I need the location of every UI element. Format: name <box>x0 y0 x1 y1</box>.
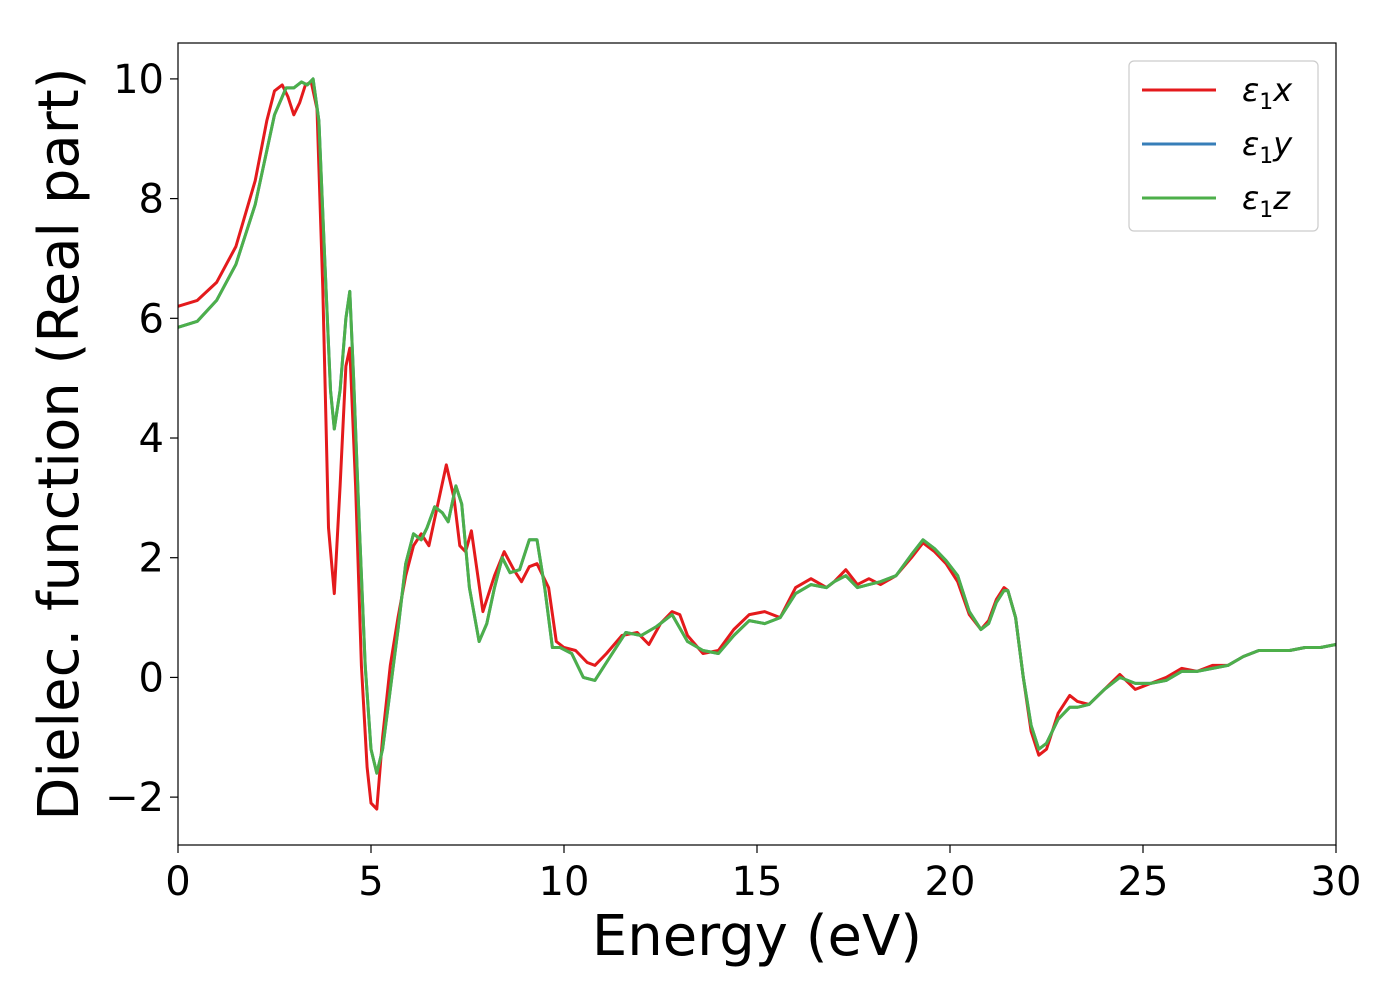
series-layer <box>178 77 1336 811</box>
x-axis-label: Energy (eV) <box>592 904 922 969</box>
y-tick-label: 2 <box>139 536 164 582</box>
legend: ε1x ε1y ε1z <box>1128 60 1319 232</box>
y-tick-label: 10 <box>113 57 164 103</box>
x-tick-label: 5 <box>358 859 383 905</box>
y-tick-label: 8 <box>139 177 164 223</box>
y-axis-label: Dielec. function (Real part) <box>27 67 92 820</box>
y-axis-ticks: −2 0 2 4 6 8 10 <box>105 57 178 821</box>
x-tick-label: 15 <box>732 859 783 905</box>
x-tick-label: 20 <box>925 859 976 905</box>
series-line-x <box>178 80 1336 811</box>
x-axis-ticks: 0 5 10 15 20 25 30 <box>165 845 1361 905</box>
y-tick-label: 4 <box>139 416 164 462</box>
legend-frame <box>1128 60 1319 232</box>
series-line-z <box>178 77 1336 775</box>
x-tick-label: 25 <box>1118 859 1169 905</box>
legend-label-x: ε1x <box>1242 71 1293 115</box>
x-tick-label: 10 <box>539 859 590 905</box>
y-tick-label: −2 <box>105 775 164 821</box>
legend-label-y: ε1y <box>1242 125 1293 169</box>
y-tick-label: 0 <box>139 655 164 701</box>
x-tick-label: 0 <box>165 859 190 905</box>
legend-label-z: ε1z <box>1242 179 1291 223</box>
x-tick-label: 30 <box>1311 859 1362 905</box>
y-tick-label: 6 <box>139 296 164 342</box>
